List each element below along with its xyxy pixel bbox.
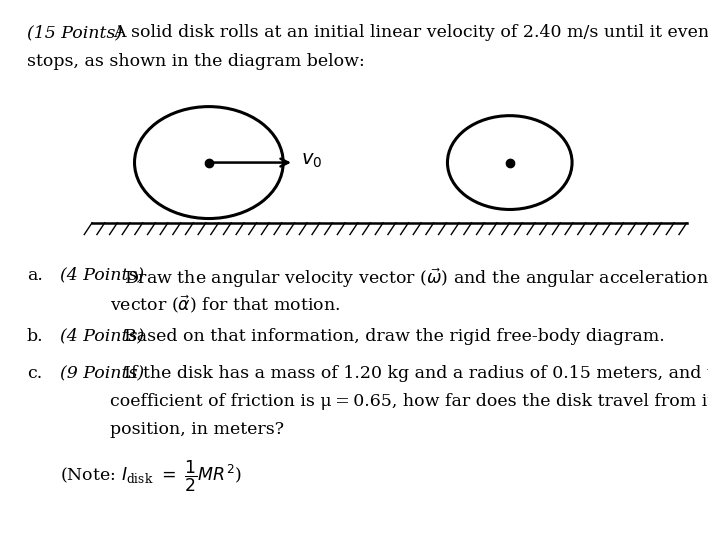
Text: (Note: $I_{\mathregular{disk}}\ =\ \dfrac{1}{2}MR^2$): (Note: $I_{\mathregular{disk}}\ =\ \dfra… [60,458,242,494]
Text: $v_0$: $v_0$ [301,151,322,169]
Text: position, in meters?: position, in meters? [110,421,284,438]
Text: a.: a. [27,266,42,284]
Text: (15 Points): (15 Points) [27,24,122,41]
Text: coefficient of friction is μ = 0.65, how far does the disk travel from its start: coefficient of friction is μ = 0.65, how… [110,393,708,410]
Text: stops, as shown in the diagram below:: stops, as shown in the diagram below: [27,53,365,70]
Text: b.: b. [27,328,43,345]
Text: c.: c. [27,365,42,382]
Text: (4 Points): (4 Points) [60,328,144,345]
Text: Based on that information, draw the rigid free-body diagram.: Based on that information, draw the rigi… [124,328,665,345]
Text: (4 Points): (4 Points) [60,266,144,284]
Text: vector ($\vec{\alpha}$) for that motion.: vector ($\vec{\alpha}$) for that motion. [110,293,340,315]
Text: If the disk has a mass of 1.20 kg and a radius of 0.15 meters, and the: If the disk has a mass of 1.20 kg and a … [124,365,708,382]
Text: (9 Points): (9 Points) [60,365,144,382]
Text: A solid disk rolls at an initial linear velocity of 2.40 m/s until it eventually: A solid disk rolls at an initial linear … [113,24,708,41]
Text: Draw the angular velocity vector ($\vec{\omega}$) and the angular acceleration: Draw the angular velocity vector ($\vec{… [124,266,708,290]
